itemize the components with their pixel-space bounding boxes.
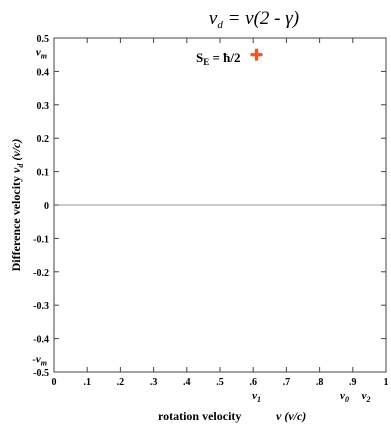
y-tick-label: -0.5 (33, 368, 49, 379)
annotation-rest: = ħ/2 (209, 50, 240, 65)
x-tick-label: 1 (384, 377, 389, 388)
y-tick-label: 0 (44, 201, 49, 212)
x-tick-label: .1 (83, 377, 91, 388)
y-tick-label: -0.3 (33, 301, 49, 312)
annotation-sub: E (203, 57, 209, 67)
x-tick-label: 0 (52, 377, 57, 388)
data-point-marker (250, 48, 263, 61)
x-axis-label: rotation velocity (158, 409, 241, 423)
y-axis-label: Difference velocity vd (v/c) (9, 139, 25, 272)
x-tick-label: .6 (249, 377, 257, 388)
y-tick-label: 0.5 (37, 34, 50, 45)
x-tick-label: .5 (216, 377, 224, 388)
y-tick-label: 0.1 (37, 168, 50, 179)
y-tick-label: 0.2 (37, 134, 50, 145)
y-tick-label: -0.4 (33, 335, 49, 346)
y-axis-unit-sub: d (16, 163, 25, 168)
title-rest: = v(2 - γ) (223, 8, 299, 29)
x-tick-label: .9 (349, 377, 357, 388)
x-tick-label: .4 (183, 377, 191, 388)
y-tick-label: -0.1 (33, 234, 49, 245)
chart-title: vd = v(2 - γ) (209, 8, 299, 31)
x-tick-label: .3 (150, 377, 158, 388)
y-tick-label: -0.2 (33, 268, 49, 279)
y-axis-label-text: Difference velocity (9, 176, 23, 271)
x-tick-label: .7 (283, 377, 291, 388)
x-marker-label: v2 (362, 390, 371, 404)
y-marker-label: vm (36, 46, 47, 60)
x-axis-unit: v (v/c) (276, 409, 306, 423)
x-marker-label: v0 (340, 390, 349, 404)
title-vd: v (209, 8, 218, 29)
x-tick-label: .2 (117, 377, 125, 388)
y-tick-label: 0.3 (37, 101, 50, 112)
y-axis-unit-rest: (v/c) (9, 139, 23, 164)
annotation-s: S (196, 50, 203, 65)
y-axis-unit: v (9, 167, 23, 173)
y-marker-label: -vm (32, 354, 47, 368)
x-tick-label: .8 (316, 377, 324, 388)
title-vd-sub: d (217, 19, 223, 31)
y-tick-label: 0.4 (37, 67, 50, 78)
x-marker-label: v1 (252, 390, 261, 404)
annotation-se: SE = ħ/2 (196, 50, 241, 67)
